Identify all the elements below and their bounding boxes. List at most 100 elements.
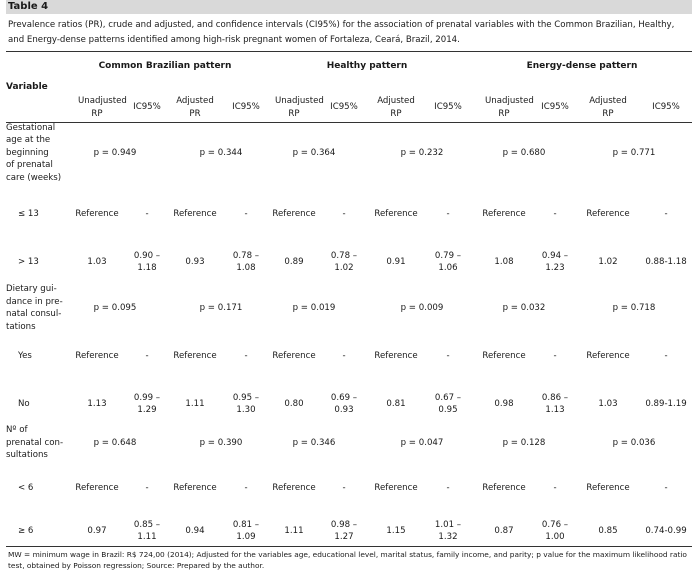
table-cell: 1.29 <box>137 405 157 415</box>
header-sub-3: PR <box>189 108 201 119</box>
header-sub-6: IC95% <box>330 102 358 113</box>
table-cell: 1.03 <box>87 256 107 267</box>
row-label: ≤ 13 <box>18 208 39 219</box>
header-sub-11: Adjusted <box>589 96 627 106</box>
table-cell: 0.78 – <box>330 250 358 261</box>
table-cell: Reference <box>75 208 119 219</box>
table-cell: 0.76 – <box>541 519 569 530</box>
table-cell: Reference <box>586 482 630 493</box>
table-cell: - <box>446 208 450 219</box>
table-cell: - <box>145 482 149 493</box>
header-sub-11: RP <box>602 108 614 119</box>
table-cell: 1.32 <box>438 532 458 542</box>
row-label: No <box>18 398 30 409</box>
table-cell: - <box>342 482 346 493</box>
table-cell: 0.88-1.18 <box>645 256 687 267</box>
header-sub-9: Unadjusted <box>485 96 534 106</box>
table-cell: - <box>446 350 450 361</box>
table-cell: 0.91 <box>386 256 406 267</box>
table-cell: - <box>664 482 668 493</box>
p-value: p = 0.648 <box>93 437 137 448</box>
row-label: prenatal con- <box>6 437 64 448</box>
row-label: dance in pre- <box>6 296 63 307</box>
table-cell: 0.86 – <box>541 392 569 403</box>
header-sub-10: IC95% <box>541 102 569 113</box>
p-value: p = 0.019 <box>292 302 336 313</box>
table-cell: 0.81 <box>386 398 406 409</box>
table-cell: - <box>244 482 248 493</box>
p-value: p = 0.095 <box>93 302 137 313</box>
table-cell: - <box>553 208 557 219</box>
table-cell: Reference <box>374 482 418 493</box>
table-cell: 0.95 – <box>232 392 260 403</box>
header-sub-1: RP <box>91 108 103 119</box>
table-cell: Reference <box>173 350 217 361</box>
p-value: p = 0.390 <box>199 437 243 448</box>
header-group-2: Healthy pattern <box>326 61 408 71</box>
table-cell: 1.11 <box>284 525 304 536</box>
table-cell: Reference <box>173 482 217 493</box>
p-value: p = 0.009 <box>400 302 444 313</box>
bottom-rule <box>6 546 692 547</box>
table-cell: Reference <box>173 208 217 219</box>
table-cell: 0.79 – <box>434 250 462 261</box>
table-cell: - <box>244 350 248 361</box>
table-cell: 1.23 <box>545 263 565 273</box>
table-cell: Reference <box>374 208 418 219</box>
row-label: tations <box>6 321 36 332</box>
table-cell: Reference <box>586 208 630 219</box>
table-cell: 0.93 <box>334 405 354 415</box>
table-cell: Reference <box>482 482 526 493</box>
row-label: age at the <box>6 135 51 146</box>
row-label: Nº of <box>6 425 28 436</box>
table-cell: - <box>553 482 557 493</box>
p-value: p = 0.718 <box>612 302 656 313</box>
table-cell: Reference <box>374 350 418 361</box>
p-value: p = 0.171 <box>199 302 243 313</box>
table-cell: 0.85 <box>598 525 618 536</box>
table-cell: Reference <box>482 350 526 361</box>
table-cell: - <box>446 482 450 493</box>
p-value: p = 0.949 <box>93 147 137 158</box>
row-label: Gestational <box>6 122 56 133</box>
table-cell: Reference <box>272 482 316 493</box>
table-cell: 0.98 – <box>330 519 358 530</box>
table-cell: 1.02 <box>598 256 618 267</box>
table-cell: 1.01 – <box>434 519 462 530</box>
row-label: care (weeks) <box>6 172 62 183</box>
table-cell: 0.94 – <box>541 250 569 261</box>
table-cell: Reference <box>482 208 526 219</box>
header-sub-1: Unadjusted <box>78 96 127 106</box>
row-label: sultations <box>6 450 48 461</box>
table-cell: 0.74-0.99 <box>645 525 687 536</box>
row-label: beginning <box>6 147 49 158</box>
top-rule <box>6 51 692 52</box>
table-cell: 1.00 <box>545 532 565 542</box>
table-cell: - <box>342 208 346 219</box>
table-cell: 1.13 <box>545 405 565 415</box>
header-variable: Variable <box>6 82 48 92</box>
header-rule <box>6 122 692 123</box>
table-title: Table 4 <box>6 0 692 14</box>
table-cell: Reference <box>272 350 316 361</box>
header-sub-2: IC95% <box>133 102 161 113</box>
table-cell: 0.94 <box>185 525 205 536</box>
row-label: ≥ 6 <box>18 525 34 536</box>
table-cell: 1.11 <box>185 398 205 409</box>
table-cell: - <box>145 208 149 219</box>
table-cell: 0.87 <box>494 525 514 536</box>
table-cell: 0.99 – <box>133 392 161 403</box>
table-cell: Reference <box>75 350 119 361</box>
header-sub-3: Adjusted <box>176 96 214 106</box>
table-cell: - <box>664 350 668 361</box>
p-value: p = 0.771 <box>612 147 656 158</box>
header-sub-9: RP <box>498 108 510 119</box>
table-cell: - <box>553 350 557 361</box>
table-cell: 0.97 <box>87 525 107 536</box>
table-cell: - <box>664 208 668 219</box>
table-cell: 0.67 – <box>434 392 462 403</box>
table-cell: 1.27 <box>334 532 354 542</box>
header-sub-7: RP <box>390 108 402 119</box>
p-value: p = 0.036 <box>612 437 656 448</box>
table-cell: Reference <box>586 350 630 361</box>
